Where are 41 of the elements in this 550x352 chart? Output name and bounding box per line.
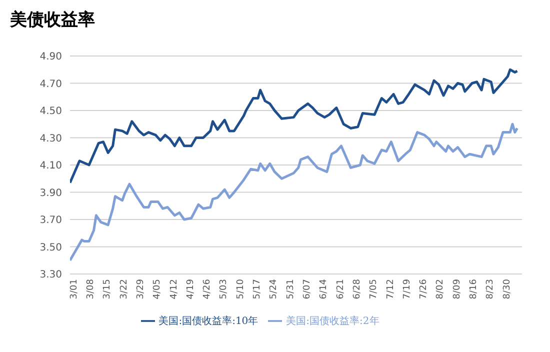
line-series — [70, 68, 518, 184]
y-tick-label: 4.70 — [40, 78, 62, 90]
x-tick-label: 7/12 — [386, 279, 396, 300]
x-tick-label: 6/14 — [319, 278, 330, 300]
x-tick-label: 3/01 — [69, 279, 80, 300]
x-tick-label: 3/08 — [86, 278, 96, 300]
x-tick-label: 6/21 — [336, 279, 346, 300]
x-tick-label: 6/28 — [352, 278, 362, 300]
x-tick-label: 7/19 — [402, 278, 412, 300]
x-tick-label: 5/31 — [286, 279, 296, 300]
y-tick-label: 4.50 — [40, 106, 62, 118]
x-tick-label: 8/09 — [452, 278, 462, 300]
y-tick-label: 3.90 — [40, 188, 62, 199]
y-tick-label: 3.30 — [40, 270, 62, 281]
legend-label: 美国:国债收益率:10年 — [158, 316, 258, 327]
x-tick-label: 7/05 — [369, 279, 380, 300]
x-tick-label: 7/26 — [419, 278, 430, 300]
x-tick-label: 4/05 — [152, 279, 163, 300]
x-tick-label: 8/23 — [486, 279, 496, 300]
x-tick-label: 5/03 — [219, 279, 230, 300]
x-tick-label: 6/07 — [302, 279, 313, 300]
line-series — [70, 122, 518, 262]
x-tick-label: 8/30 — [502, 278, 512, 300]
chart-title: 美债收益率 — [8, 9, 96, 32]
x-tick-label: 8/16 — [469, 278, 480, 300]
x-tick-label: 4/19 — [186, 278, 196, 300]
x-tick-label: 8/02 — [436, 279, 446, 300]
x-tick-label: 3/22 — [119, 279, 130, 300]
y-tick-label: 3.50 — [40, 242, 62, 254]
x-tick-label: 5/10 — [236, 278, 246, 300]
x-tick-label: 4/12 — [169, 279, 180, 300]
y-tick-label: 3.70 — [40, 215, 62, 226]
x-tick-label: 3/29 — [136, 278, 146, 300]
y-tick-label: 4.90 — [40, 52, 62, 63]
x-tick-label: 4/26 — [202, 278, 213, 300]
x-tick-label: 5/24 — [269, 278, 280, 300]
y-tick-label: 4.10 — [40, 160, 62, 172]
x-tick-label: 5/17 — [252, 279, 263, 300]
legend-label: 美国:国债收益率:2年 — [286, 316, 380, 327]
x-tick-label: 3/15 — [102, 279, 113, 300]
y-tick-label: 4.30 — [40, 133, 62, 144]
